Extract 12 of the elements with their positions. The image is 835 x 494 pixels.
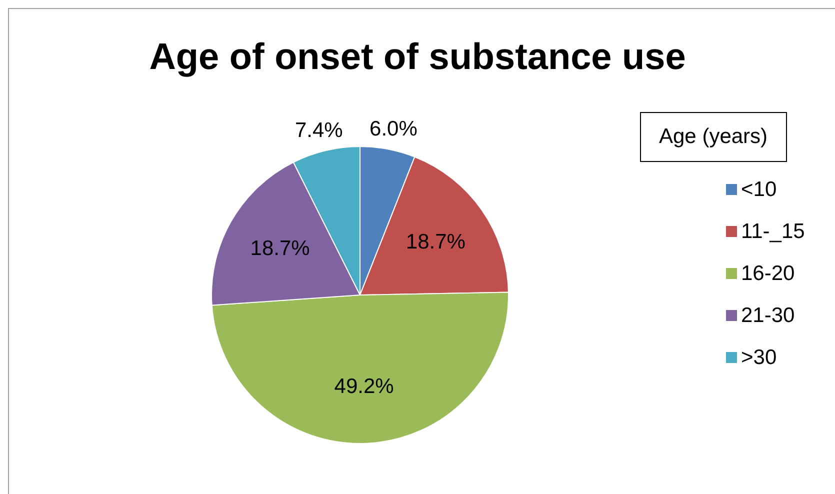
- data-label: 18.7%: [250, 237, 310, 260]
- legend-label: 16-20: [741, 262, 795, 286]
- legend-label: 11-_15: [741, 220, 805, 244]
- legend-title: Age (years): [640, 112, 787, 162]
- legend-label: 21-30: [741, 304, 795, 328]
- legend-label: >30: [741, 346, 777, 370]
- chart-title: Age of onset of substance use: [148, 36, 687, 78]
- data-label: 18.7%: [406, 230, 466, 254]
- data-label: 49.2%: [334, 374, 394, 398]
- legend-label: <10: [741, 178, 777, 202]
- data-label: 7.4%: [294, 118, 343, 142]
- data-label: 6.0%: [370, 117, 418, 140]
